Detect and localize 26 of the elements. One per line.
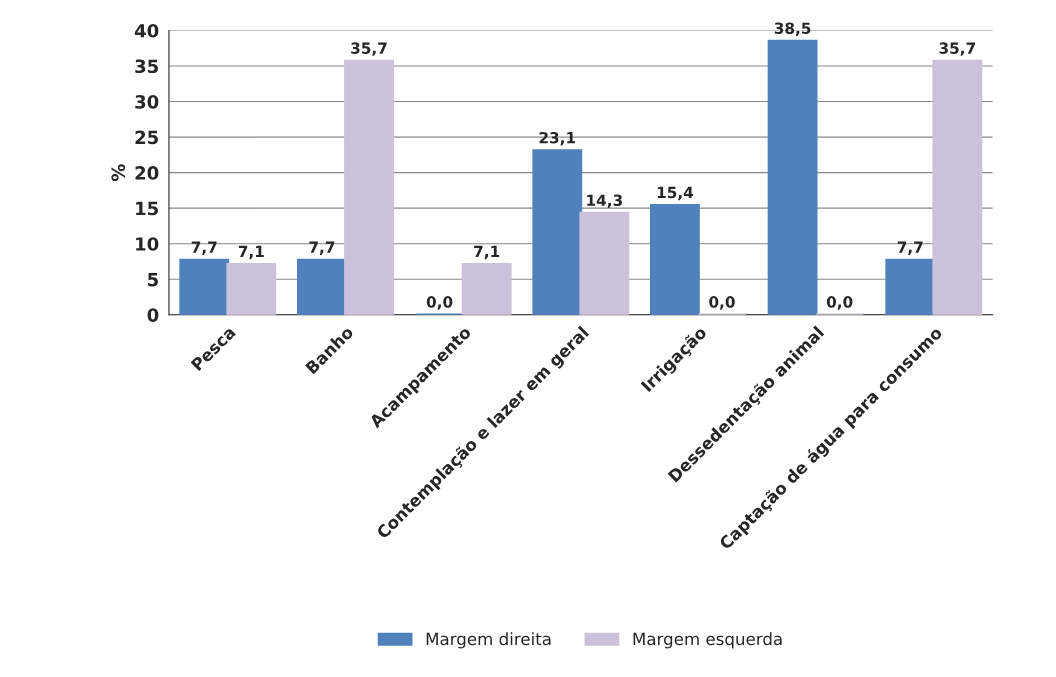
y-tick-label: 10 <box>136 237 159 251</box>
y-tick-label: 40 <box>134 23 159 38</box>
data-label: 38,5 <box>774 22 811 36</box>
legend-label: Margem esquerda <box>633 632 782 649</box>
y-tick-label: 20 <box>135 166 159 180</box>
data-label: 7,7 <box>309 241 335 255</box>
data-label: 35,7 <box>939 42 975 56</box>
data-label: 0,0 <box>709 296 735 310</box>
data-label: 23,1 <box>539 131 576 146</box>
data-label: 15,4 <box>657 186 694 201</box>
data-label: 14,3 <box>587 194 622 208</box>
y-tick-label: 30 <box>135 95 159 109</box>
data-label: 0,0 <box>426 296 453 310</box>
y-tick-label: 15 <box>136 201 158 216</box>
y-axis-title: % <box>111 164 126 182</box>
data-label: 0,0 <box>826 296 853 310</box>
legend-label: Margem direita <box>426 632 551 649</box>
y-tick-label: 35 <box>135 59 158 74</box>
data-label: 7,7 <box>191 241 217 255</box>
data-label: 7,1 <box>474 245 500 260</box>
data-label: 35,7 <box>351 42 387 56</box>
data-label: 7,1 <box>238 245 264 260</box>
y-tick-label: 0 <box>147 308 159 322</box>
data-label: 7,7 <box>897 241 923 255</box>
y-tick-label: 25 <box>135 130 158 145</box>
y-tick-label: 5 <box>148 272 158 287</box>
